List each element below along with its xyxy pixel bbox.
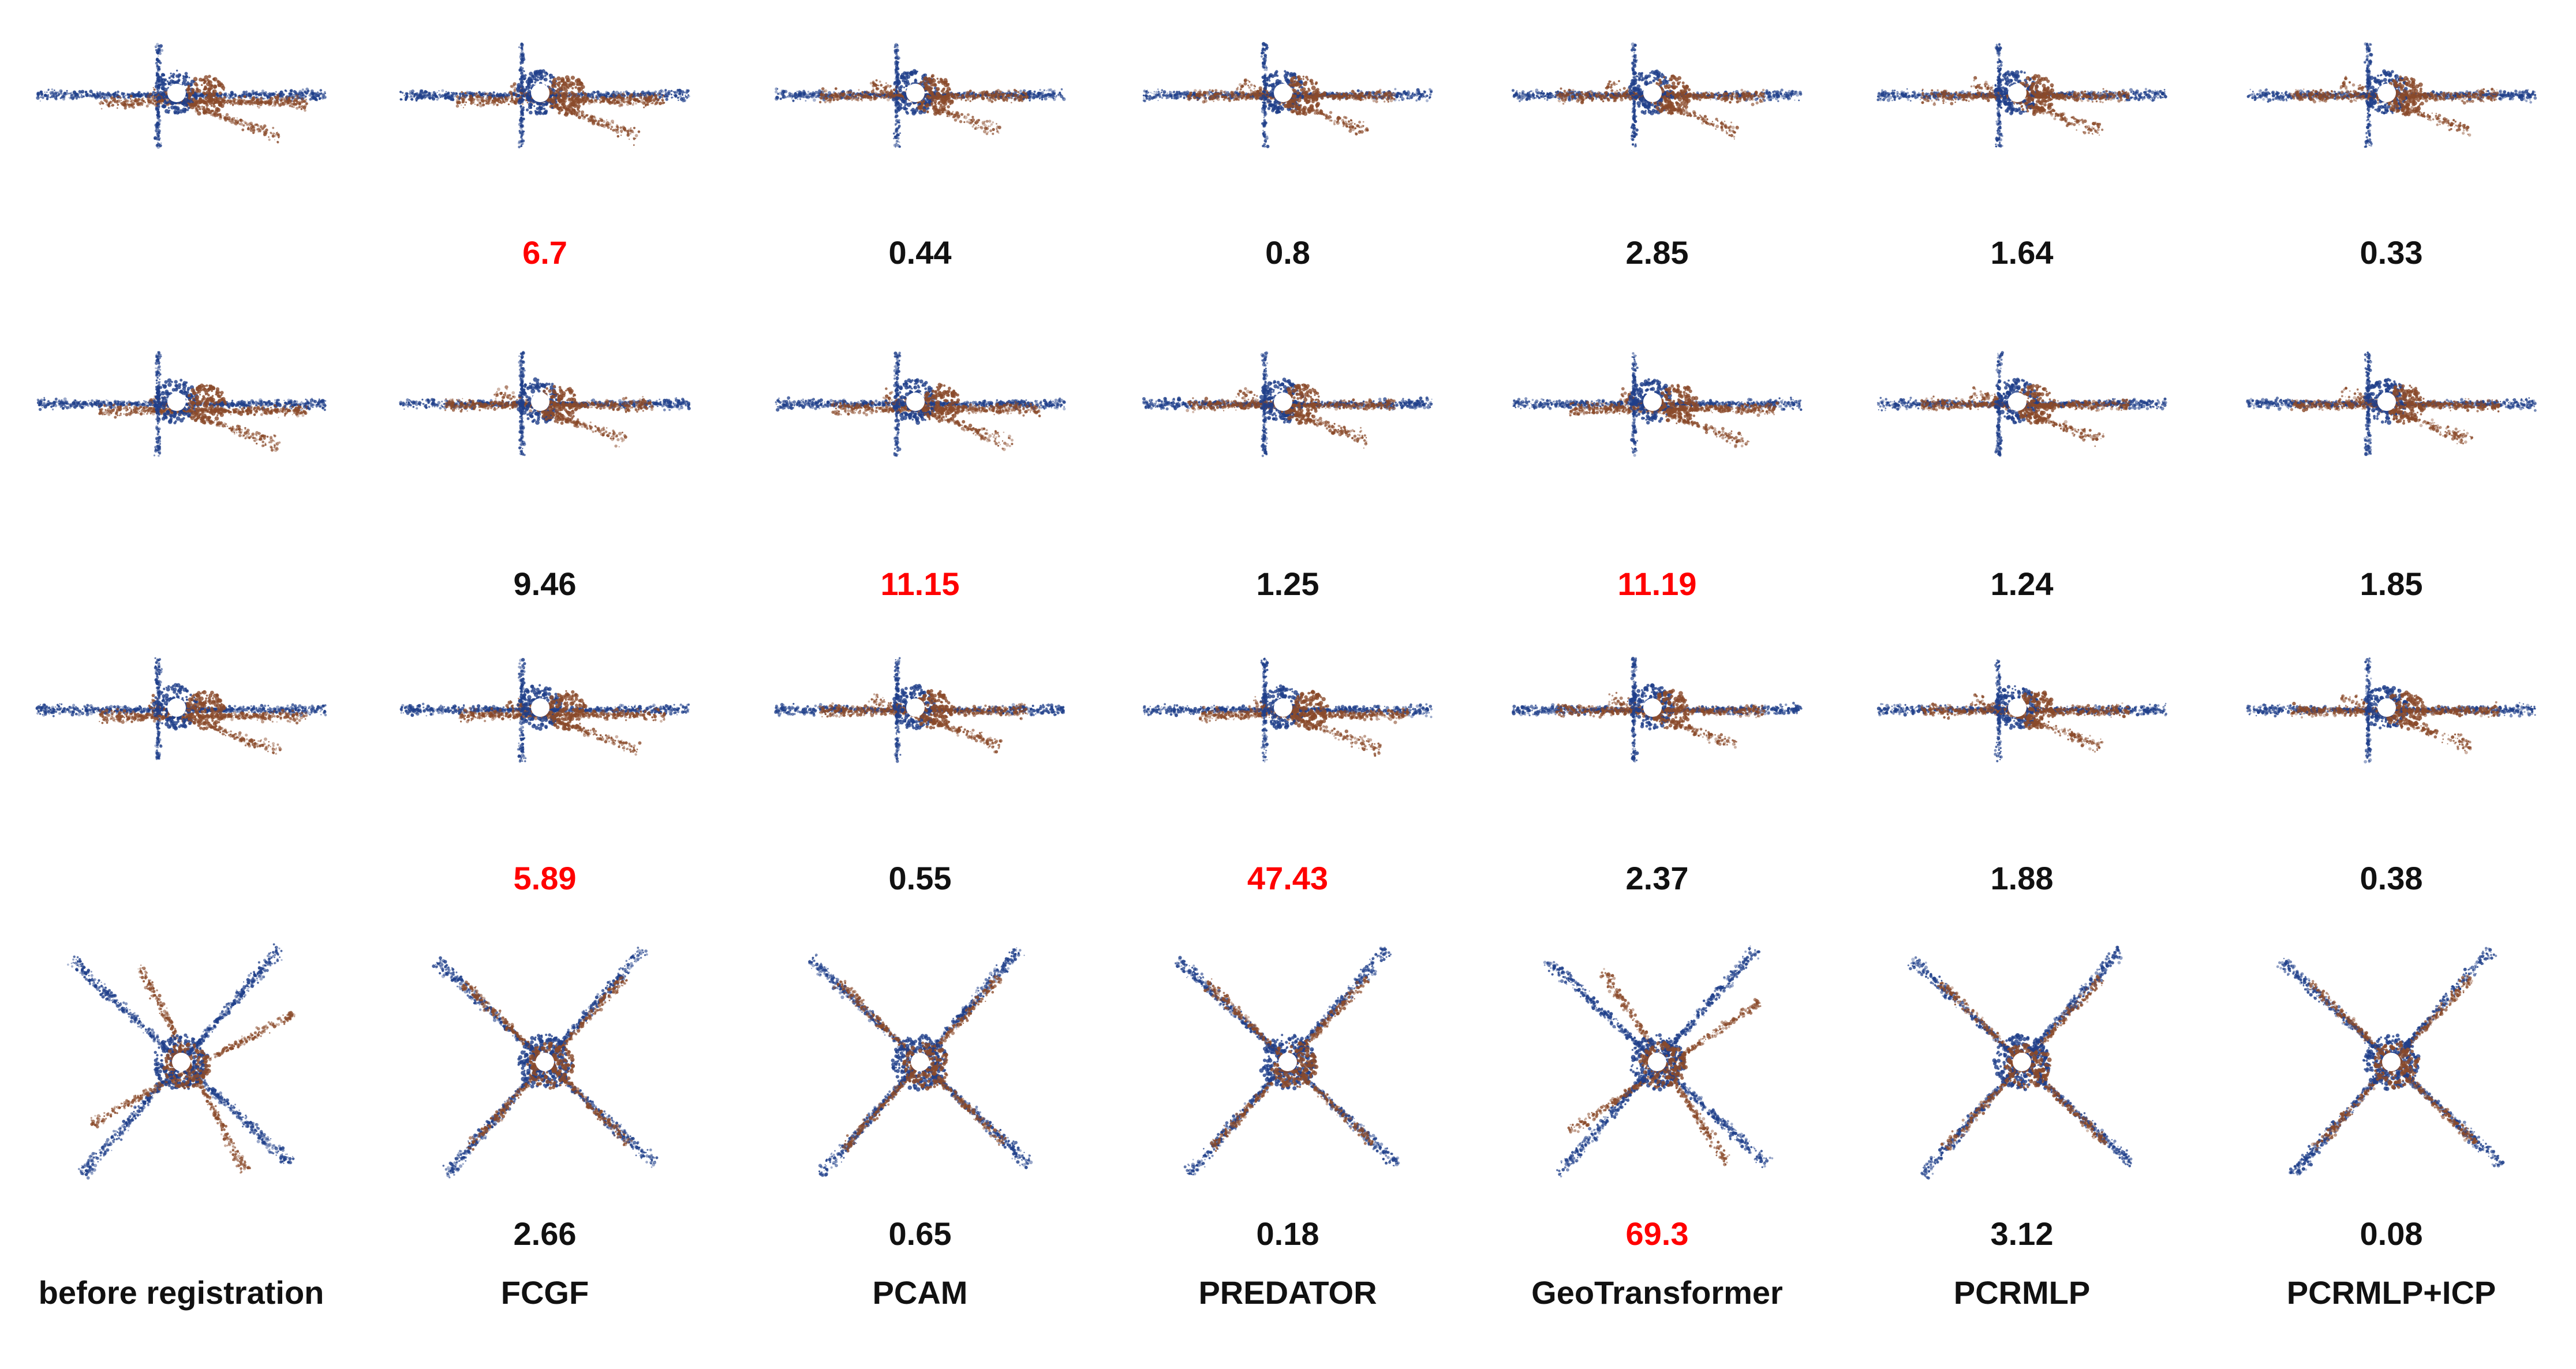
point-cloud (2246, 351, 2537, 457)
point-cloud (1876, 351, 2167, 457)
registration-thumbnail-scene-1-2 (775, 43, 1066, 148)
rotation-error-value: 1.64 (1843, 234, 2201, 271)
point-cloud (808, 947, 1033, 1177)
point-cloud (399, 350, 691, 457)
registration-thumbnail-scene-1-3 (1142, 42, 1433, 148)
point-cloud (1512, 657, 1803, 763)
registration-thumbnail-scene-3-6 (2246, 657, 2536, 764)
registration-thumbnail-scene-3-0 (35, 657, 327, 760)
rotation-error-value: 1.88 (1843, 860, 2201, 897)
point-cloud (1142, 657, 1433, 763)
rotation-error-value: 2.37 (1478, 860, 1836, 897)
point-cloud (1512, 352, 1803, 457)
point-cloud (399, 42, 690, 148)
rotation-error-value: 11.15 (741, 566, 1099, 603)
rotation-error-value: 6.7 (366, 234, 724, 271)
rotation-error-value: 0.44 (741, 234, 1099, 271)
rotation-error-value: 11.19 (1478, 566, 1836, 603)
registration-thumbnail-scene-3-3 (1142, 657, 1433, 763)
registration-thumbnail-scene-4-1 (432, 947, 659, 1179)
registration-thumbnail-scene-1-0 (36, 43, 327, 149)
rotation-error-value: 2.85 (1478, 234, 1836, 271)
rotation-error-value: 1.24 (1843, 566, 2201, 603)
point-cloud (775, 351, 1066, 457)
registration-thumbnail-scene-2-1 (399, 350, 691, 457)
method-label: PREDATOR (1109, 1274, 1467, 1311)
rotation-error-value: 0.65 (741, 1215, 1099, 1252)
method-label: GeoTransformer (1478, 1274, 1836, 1311)
point-cloud (432, 947, 659, 1179)
rotation-error-value: 0.33 (2212, 234, 2570, 271)
point-cloud (2246, 657, 2536, 764)
registration-thumbnail-scene-3-5 (1876, 659, 2167, 762)
registration-thumbnail-scene-2-3 (1142, 351, 1433, 457)
point-cloud (1543, 945, 1774, 1177)
point-cloud (1876, 43, 2167, 148)
rotation-error-value: 0.18 (1109, 1215, 1467, 1252)
registration-thumbnail-scene-2-0 (36, 351, 327, 457)
registration-thumbnail-scene-1-5 (1876, 43, 2167, 148)
rotation-error-value: 0.38 (2212, 860, 2570, 897)
rotation-error-value: 9.46 (366, 566, 724, 603)
registration-thumbnail-scene-4-6 (2276, 947, 2505, 1176)
registration-thumbnail-scene-3-4 (1512, 657, 1803, 763)
registration-thumbnail-scene-4-4 (1543, 945, 1774, 1177)
registration-thumbnail-scene-4-3 (1174, 947, 1400, 1176)
method-label: PCRMLP (1843, 1274, 2201, 1311)
method-label: FCGF (366, 1274, 724, 1311)
registration-thumbnail-scene-1-1 (399, 42, 690, 148)
point-cloud (2246, 42, 2537, 148)
point-cloud (399, 658, 690, 763)
point-cloud (1511, 42, 1803, 148)
rotation-error-value: 47.43 (1109, 860, 1467, 897)
point-cloud (1907, 945, 2133, 1180)
point-cloud (67, 943, 296, 1180)
point-cloud (36, 43, 327, 149)
point-cloud (1174, 947, 1400, 1176)
method-label: before registration (2, 1274, 360, 1311)
registration-thumbnail-scene-3-1 (399, 658, 690, 763)
point-cloud (1876, 659, 2167, 762)
registration-thumbnail-scene-4-5 (1907, 945, 2133, 1180)
point-cloud (1142, 351, 1433, 457)
rotation-error-value: 5.89 (366, 860, 724, 897)
rotation-error-value: 1.25 (1109, 566, 1467, 603)
registration-thumbnail-scene-2-5 (1876, 351, 2167, 457)
method-label: PCAM (741, 1274, 1099, 1311)
point-cloud (774, 657, 1065, 763)
registration-thumbnail-scene-2-2 (775, 351, 1066, 457)
method-label: PCRMLP+ICP (2212, 1274, 2570, 1311)
rotation-error-value: 0.8 (1109, 234, 1467, 271)
rotation-error-value: 0.08 (2212, 1215, 2570, 1252)
registration-thumbnail-scene-4-0 (67, 943, 296, 1180)
registration-thumbnail-scene-4-2 (808, 947, 1033, 1177)
point-cloud (775, 43, 1066, 148)
registration-thumbnail-scene-1-4 (1511, 42, 1803, 148)
rotation-error-value: 1.85 (2212, 566, 2570, 603)
rotation-error-value: 2.66 (366, 1215, 724, 1252)
registration-thumbnail-scene-2-6 (2246, 351, 2537, 457)
rotation-error-value: 69.3 (1478, 1215, 1836, 1252)
point-cloud (2276, 947, 2505, 1176)
rotation-error-value: 0.55 (741, 860, 1099, 897)
registration-thumbnail-scene-2-4 (1512, 352, 1803, 457)
rotation-error-value: 3.12 (1843, 1215, 2201, 1252)
point-cloud (35, 657, 327, 760)
point-cloud (1142, 42, 1433, 148)
registration-thumbnail-scene-3-2 (774, 657, 1065, 763)
registration-thumbnail-scene-1-6 (2246, 42, 2537, 148)
point-cloud (36, 351, 327, 457)
